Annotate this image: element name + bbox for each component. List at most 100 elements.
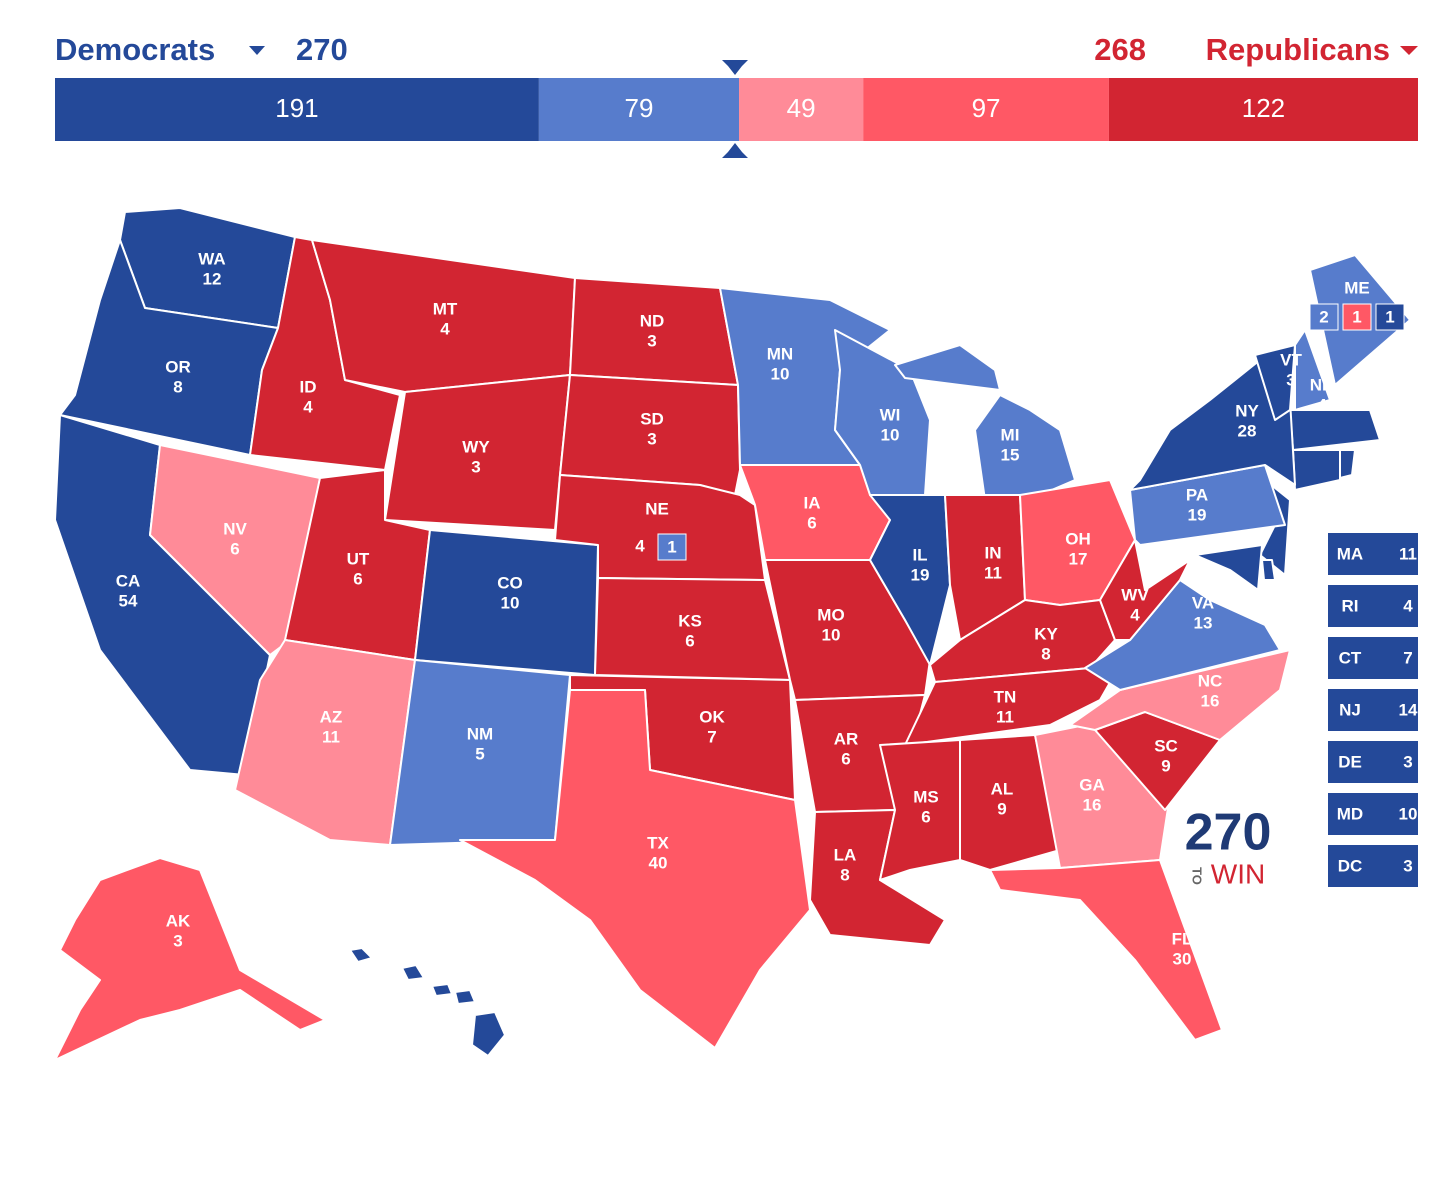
state-abbr: MT xyxy=(433,299,458,318)
state-ev: 4 xyxy=(447,1034,457,1053)
state-abbr: KY xyxy=(1034,624,1058,643)
state-abbr: ME xyxy=(1344,278,1370,297)
state-abbr: MS xyxy=(913,787,939,806)
state-ev: 13 xyxy=(1194,613,1213,632)
dropdown-caret[interactable] xyxy=(1400,46,1418,55)
district-ev: 1 xyxy=(667,537,676,556)
party-name[interactable]: Democrats xyxy=(55,32,215,67)
bar-label: 49 xyxy=(787,93,816,123)
state-abbr: OK xyxy=(699,707,725,726)
bar-segment xyxy=(863,78,1109,141)
bar-segment xyxy=(55,78,539,141)
state-ev: 11 xyxy=(996,707,1014,726)
state-shape xyxy=(1099,539,1191,641)
state-shape xyxy=(1289,409,1381,451)
district-box xyxy=(657,533,687,561)
state-ev: 3 xyxy=(647,331,656,350)
party-total: 270 xyxy=(296,32,348,67)
state-abbr: NM xyxy=(467,724,493,743)
state-ev: 3 xyxy=(471,457,480,476)
state-shape xyxy=(1254,344,1296,421)
state-ev: 11 xyxy=(984,563,1002,582)
state-ev: 3 xyxy=(1286,370,1295,389)
state-ev: 8 xyxy=(1041,644,1050,663)
district-ev: 1 xyxy=(1352,307,1361,326)
state-shape xyxy=(431,983,453,997)
district-box xyxy=(1375,303,1405,331)
small-state-ev: 11 xyxy=(1399,544,1417,563)
state-abbr: AR xyxy=(834,729,859,748)
state-ev: 11 xyxy=(322,727,340,746)
state-ev: 6 xyxy=(685,631,694,650)
state-abbr: WY xyxy=(462,437,490,456)
district-box xyxy=(1309,303,1339,331)
state-ev: 12 xyxy=(203,269,222,288)
logo: 270 TO WIN xyxy=(1185,804,1272,890)
state-ev: 6 xyxy=(353,569,362,588)
state-ev: 8 xyxy=(840,865,849,884)
dropdown-caret[interactable] xyxy=(249,46,265,55)
bar-label: 79 xyxy=(625,93,654,123)
state-abbr: AK xyxy=(166,911,191,930)
small-state-box xyxy=(1328,585,1418,627)
state-ev: 6 xyxy=(807,513,816,532)
state-abbr: NE xyxy=(645,499,669,518)
state-ev: 3 xyxy=(647,429,656,448)
state-shape xyxy=(894,344,1001,391)
state-shape xyxy=(459,689,811,1049)
state-ev: 10 xyxy=(501,593,520,612)
state-shape xyxy=(1294,329,1331,411)
state-abbr: ND xyxy=(640,311,665,330)
district-box xyxy=(1342,303,1372,331)
small-state-box xyxy=(1328,533,1418,575)
state-abbr: IA xyxy=(804,493,821,512)
state-abbr: ID xyxy=(300,377,317,396)
bar-label: 191 xyxy=(275,93,318,123)
party-name[interactable]: Republicans xyxy=(1206,32,1390,67)
bar-segment xyxy=(739,78,864,141)
district-ev: 2 xyxy=(1319,307,1328,326)
state-shape xyxy=(349,947,373,963)
state-shape xyxy=(1339,449,1356,479)
state-abbr: FL xyxy=(1172,929,1193,948)
logo-number: 270 xyxy=(1185,804,1272,862)
state-abbr: NC xyxy=(1198,671,1223,690)
small-state-abbr: DC xyxy=(1338,856,1363,875)
state-ev: 30 xyxy=(1173,949,1192,968)
small-state-abbr: DE xyxy=(1338,752,1362,771)
state-shape xyxy=(1194,544,1263,591)
small-state-ev: 3 xyxy=(1403,856,1412,875)
state-ev: 6 xyxy=(841,749,850,768)
state-abbr: NY xyxy=(1235,401,1259,420)
state-ev: 16 xyxy=(1201,691,1220,710)
state-abbr: CO xyxy=(497,573,523,592)
state-abbr: TN xyxy=(994,687,1017,706)
state-ev: 4 xyxy=(1130,605,1140,624)
state-shape xyxy=(1261,559,1276,581)
ev-bar: 191 79 49 97 122 xyxy=(55,78,1418,141)
state-shape xyxy=(401,964,425,981)
state-abbr: IL xyxy=(912,545,927,564)
small-state-ev: 3 xyxy=(1403,752,1412,771)
state-abbr: UT xyxy=(347,549,370,568)
small-state-box xyxy=(1328,793,1418,835)
state-shape xyxy=(54,857,326,1061)
state-ev: 17 xyxy=(1069,549,1088,568)
state-abbr: SC xyxy=(1154,736,1178,755)
small-state-box xyxy=(1328,689,1418,731)
state-ev: 3 xyxy=(173,931,182,950)
small-state-ev: 10 xyxy=(1399,804,1418,823)
state-abbr: OH xyxy=(1065,529,1091,548)
state-shape xyxy=(989,859,1223,1041)
state-ev: 16 xyxy=(1083,795,1102,814)
state-abbr: SD xyxy=(640,409,664,428)
state-abbr: WI xyxy=(880,405,901,424)
midpoint-marker xyxy=(722,60,748,75)
state-abbr: CA xyxy=(116,571,141,590)
state-abbr: VA xyxy=(1192,593,1214,612)
state-ev: 4 xyxy=(635,536,645,555)
state-ev: 40 xyxy=(649,853,668,872)
small-state-abbr: CT xyxy=(1339,648,1362,667)
